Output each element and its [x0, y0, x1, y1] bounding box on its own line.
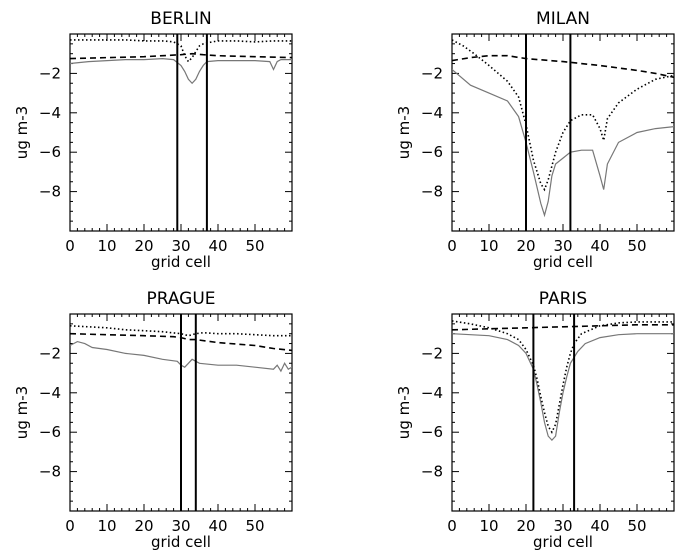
y-tick-label: −6 [39, 143, 61, 161]
x-tick-label: 30 [553, 237, 572, 255]
panel-title: PARIS [539, 289, 587, 309]
dashed-series-line [70, 332, 292, 352]
y-tick-label: −6 [421, 423, 443, 441]
plot-frame [451, 313, 675, 512]
x-tick-label: 10 [479, 517, 498, 535]
y-tick-label: −4 [421, 104, 443, 122]
x-tick-label: 20 [516, 517, 535, 535]
y-tick-label: −4 [39, 384, 61, 402]
x-tick-label: 40 [208, 517, 227, 535]
y-axis-label: ug m-3 [13, 106, 31, 159]
y-axis-label: ug m-3 [395, 106, 413, 159]
x-tick-label: 10 [97, 517, 116, 535]
y-tick-label: −2 [39, 64, 61, 82]
x-tick-label: 40 [590, 237, 609, 255]
panel-berlin: BERLIN 0 10 20 30 40 50 −2 −4 −6 −8 grid cell ug m-3 [13, 9, 293, 271]
x-axis-label: grid cell [533, 253, 593, 271]
dotted-series-line [452, 39, 674, 192]
panel-prague: PRAGUE 0 10 20 30 40 50 −2 −4 −6 −8 grid cell ug m-3 [13, 289, 293, 551]
panel-title: BERLIN [150, 9, 211, 29]
y-axis-label: ug m-3 [395, 386, 413, 439]
dotted-series-line [70, 39, 292, 63]
x-axis-label: grid cell [151, 533, 211, 551]
x-axis-label: grid cell [151, 253, 211, 271]
x-tick-label: 10 [97, 237, 116, 255]
y-tick-label: −6 [39, 423, 61, 441]
panel-paris: PARIS 0 10 20 30 40 50 −2 −4 −6 −8 grid cell ug m-3 [395, 289, 675, 551]
solid-series-line [452, 69, 674, 218]
y-tick-label: −2 [421, 64, 443, 82]
x-tick-label: 0 [65, 517, 75, 535]
y-tick-label: −8 [421, 463, 443, 481]
x-tick-label: 10 [479, 237, 498, 255]
y-tick-label: −2 [39, 344, 61, 362]
x-tick-label: 0 [65, 237, 75, 255]
x-tick-label: 0 [447, 517, 457, 535]
x-tick-label: 20 [134, 237, 153, 255]
plot-frame [69, 33, 293, 232]
y-tick-label: −6 [421, 143, 443, 161]
x-axis-label: grid cell [533, 533, 593, 551]
dotted-series-line [452, 320, 674, 434]
x-tick-label: 40 [208, 237, 227, 255]
y-tick-label: −8 [39, 183, 61, 201]
dashed-series-line [452, 54, 674, 79]
x-tick-label: 40 [590, 517, 609, 535]
x-tick-label: 30 [171, 517, 190, 535]
y-tick-label: −8 [39, 463, 61, 481]
x-tick-label: 50 [245, 237, 264, 255]
y-tick-label: −4 [39, 104, 61, 122]
dashed-series-line [70, 52, 292, 60]
y-tick-label: −8 [421, 183, 443, 201]
panel-milan: MILAN 0 10 20 30 40 50 −2 −4 −6 −8 grid cell ug m-3 [395, 9, 675, 271]
y-tick-label: −4 [421, 384, 443, 402]
x-tick-label: 50 [627, 237, 646, 255]
solid-series-line [70, 57, 292, 85]
y-axis-label: ug m-3 [13, 386, 31, 439]
panel-title: MILAN [536, 9, 590, 29]
x-tick-label: 0 [447, 237, 457, 255]
x-tick-label: 50 [627, 517, 646, 535]
x-tick-label: 30 [171, 237, 190, 255]
x-tick-label: 50 [245, 517, 264, 535]
y-tick-label: −2 [421, 344, 443, 362]
panel-title: PRAGUE [146, 289, 215, 309]
x-tick-label: 30 [553, 517, 572, 535]
solid-series-line [452, 333, 674, 441]
solid-series-line [70, 340, 292, 373]
dashed-series-line [452, 323, 674, 331]
x-tick-label: 20 [516, 237, 535, 255]
x-tick-label: 20 [134, 517, 153, 535]
